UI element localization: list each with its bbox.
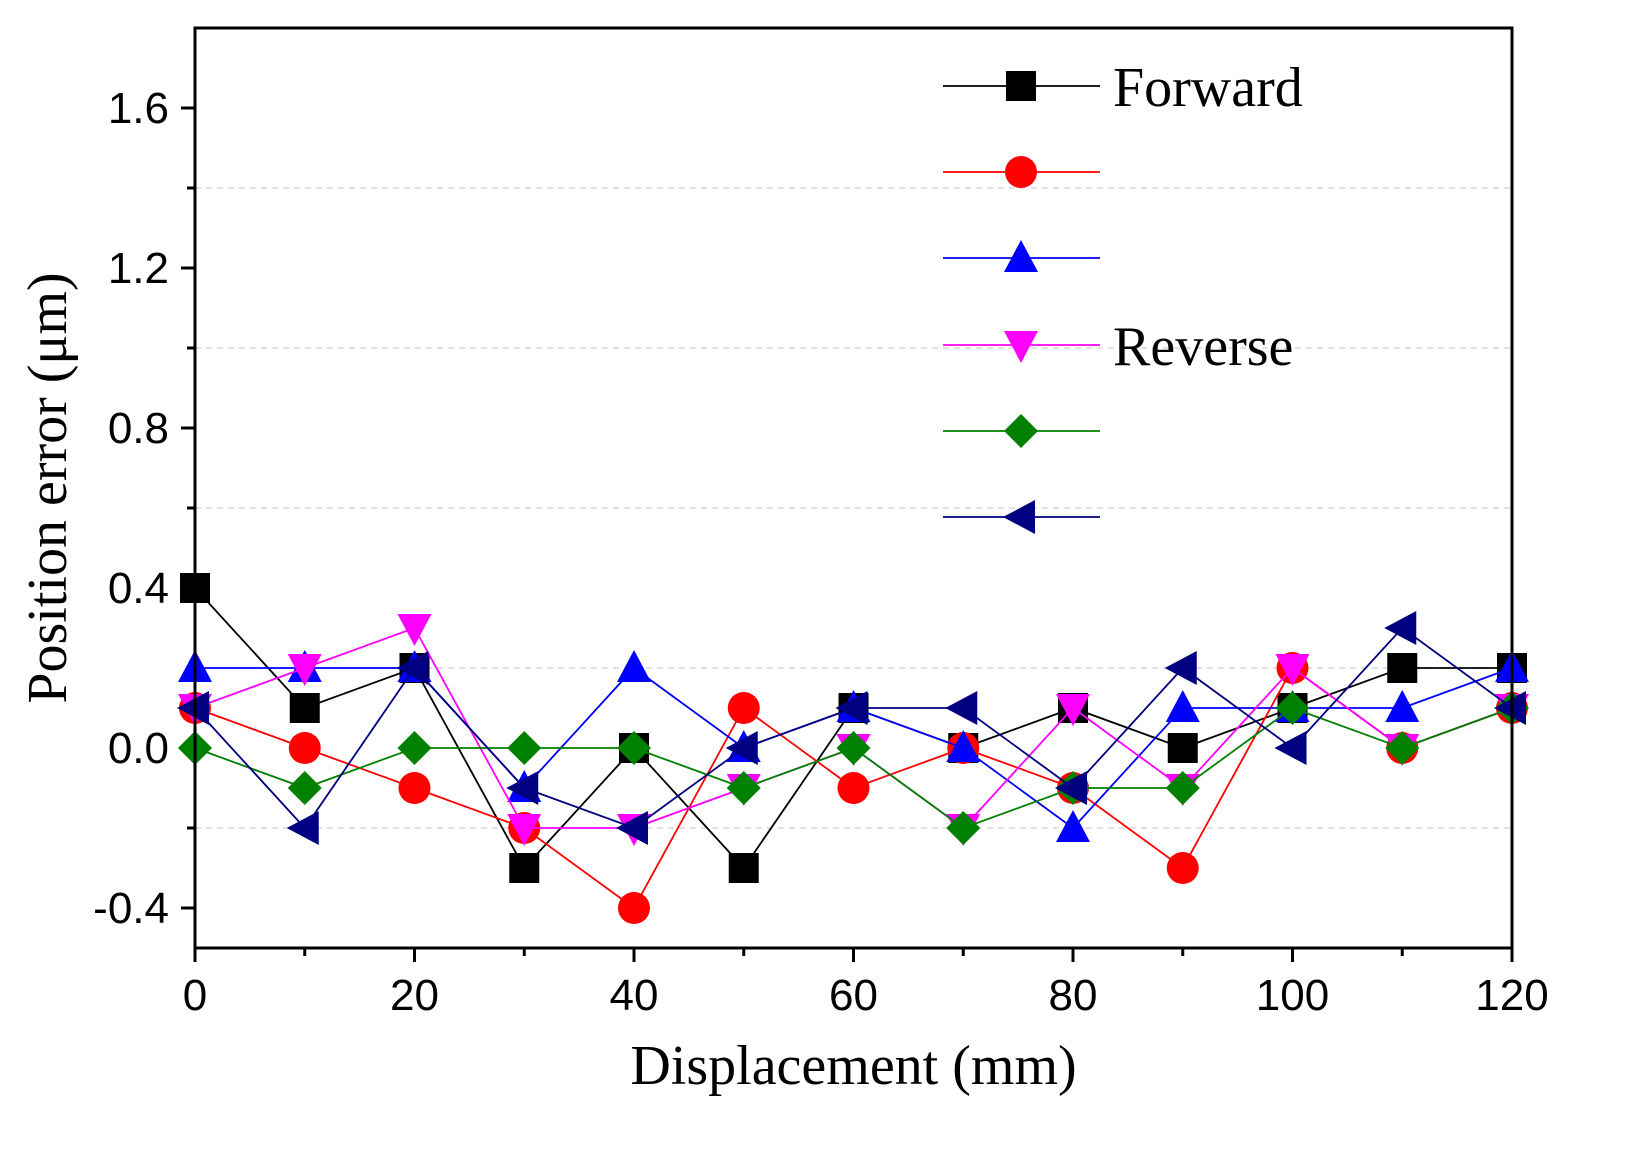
series-line [194,706,1513,830]
y-tick-label: 0.0 [108,724,169,773]
marker-triangle-up [617,650,651,682]
y-tick-label: 1.2 [108,244,169,293]
legend: Forward Reverse [943,57,1303,534]
legend-label: Forward [1113,57,1303,119]
x-tick-label: 0 [183,971,207,1020]
marker-circle [837,772,870,804]
marker-triangle-down [1056,694,1090,726]
x-tick-label: 80 [1049,971,1098,1020]
x-tick-label: 100 [1256,971,1329,1020]
y-tick-label: -0.4 [93,884,169,933]
marker-triangle-left [1274,731,1307,765]
marker-triangle-left [1384,611,1417,645]
y-axis-title: Position error (μm) [17,272,79,703]
series-6 [177,611,1526,845]
marker-diamond [287,771,322,805]
marker-triangle-left [1164,651,1197,685]
marker-square [509,853,540,883]
x-tick-label: 60 [829,971,878,1020]
marker-triangle-left [945,691,978,725]
marker-diamond [1004,414,1038,448]
x-tick-label: 20 [390,971,439,1020]
marker-triangle-down [1004,331,1038,363]
marker-circle [1166,852,1199,884]
marker-diamond [617,731,651,765]
plot-frame [193,26,1514,950]
legend-label: Reverse [1113,316,1293,378]
marker-triangle-left [1055,771,1087,805]
x-tick-labels: 0 20 40 60 80 100 120 [183,971,1549,1020]
marker-triangle-up [946,730,981,762]
marker-triangle-left [177,691,209,725]
marker-circle [727,692,760,724]
marker-triangle-left [1494,691,1526,725]
marker-diamond [397,731,432,765]
marker-diamond [836,731,871,765]
marker-triangle-left [1003,500,1035,534]
marker-triangle-up [1165,690,1200,722]
marker-diamond [946,811,981,845]
marker-square [1167,733,1198,763]
y-tick-label: 1.6 [108,84,169,133]
series-line [194,587,1512,870]
marker-diamond [1385,731,1420,765]
legend-entry [943,414,1100,448]
marker-triangle-down [1275,654,1310,686]
marker-diamond [507,731,542,765]
legend-entry [943,71,1100,101]
marker-triangle-down [287,654,322,686]
y-tick-label: 0.4 [108,564,169,613]
marker-circle [618,892,650,924]
series-layer [177,573,1529,924]
y-tick-labels: -0.4 0.0 0.4 0.8 1.2 1.6 [93,84,169,933]
x-axis-title: Displacement (mm) [630,1035,1076,1097]
marker-triangle-down [397,614,432,646]
marker-circle [398,772,431,804]
marker-diamond [1165,771,1200,805]
marker-circle [288,732,321,764]
y-tick-label: 0.8 [108,404,169,453]
legend-entry [943,156,1100,188]
legend-entry [943,331,1100,363]
axis-ticks [181,106,1514,962]
marker-triangle-left [396,651,429,685]
marker-triangle-left [725,731,758,765]
marker-square [289,693,320,723]
marker-diamond [726,771,761,805]
x-tick-label: 120 [1475,971,1548,1020]
series-4 [178,614,1529,846]
marker-triangle-left [835,691,868,725]
legend-entry [943,500,1100,534]
series-1 [180,573,1527,883]
marker-triangle-left [286,811,319,845]
legend-entry [943,240,1100,272]
marker-square [728,853,759,883]
marker-triangle-up [1004,240,1038,272]
x-tick-label: 40 [610,971,659,1020]
marker-triangle-left [616,811,648,845]
marker-triangle-up [1385,690,1420,722]
marker-circle [1005,156,1037,188]
marker-diamond [1275,691,1310,725]
marker-triangle-down [507,814,542,846]
marker-square [1006,71,1036,101]
marker-square [1387,653,1418,683]
marker-triangle-up [1056,810,1090,842]
marker-triangle-left [506,771,539,805]
